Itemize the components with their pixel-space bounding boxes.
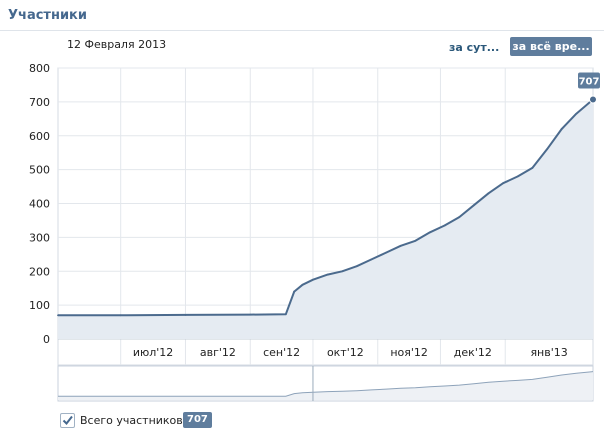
- end-value-text: 707: [579, 77, 600, 88]
- y-tick-label: 300: [29, 231, 50, 244]
- navigator-fill: [58, 371, 593, 400]
- range-all-button[interactable]: за всё вре...: [510, 37, 592, 56]
- series-area: [57, 95, 597, 339]
- data-point: [293, 290, 296, 293]
- data-point: [184, 314, 187, 316]
- data-point: [443, 224, 446, 227]
- data-point: [546, 148, 548, 151]
- legend-series-label: Всего участников: [80, 414, 183, 427]
- series-checkbox[interactable]: [60, 413, 75, 428]
- data-point: [575, 112, 578, 115]
- data-point: [560, 128, 563, 130]
- end-value-badge: [578, 72, 600, 89]
- data-point: [119, 314, 122, 317]
- data-point: [472, 204, 475, 207]
- x-tick-label: дек'12: [454, 346, 492, 359]
- y-tick-label: 800: [29, 62, 50, 75]
- data-point: [341, 270, 344, 273]
- data-point: [458, 216, 461, 218]
- y-axis: 800 700 600 500 400 300 200 100 0: [29, 62, 50, 346]
- checkmark-icon: [62, 415, 73, 426]
- data-point: [57, 314, 59, 317]
- data-point: [312, 278, 314, 281]
- data-point: [355, 265, 358, 268]
- date-label: 12 Февраля 2013: [67, 38, 167, 51]
- end-value-label: 707: [578, 72, 600, 89]
- data-point: [531, 167, 534, 169]
- last-point-marker: [589, 95, 597, 104]
- x-axis: июл'12 авг'12 сен'12 окт'12 ноя'12 дек'12 янв'…: [133, 346, 568, 359]
- header: Участники: [0, 0, 604, 31]
- y-tick-label: 200: [29, 265, 50, 278]
- legend-value-badge: 707: [183, 412, 212, 428]
- data-point: [284, 313, 287, 316]
- data-point: [429, 231, 431, 234]
- range-day-link[interactable]: за сут...: [449, 41, 500, 54]
- y-tick-label: 600: [29, 130, 50, 143]
- data-point: [502, 182, 505, 185]
- x-tick-label: июл'12: [133, 346, 173, 359]
- range-navigator[interactable]: [57, 365, 594, 402]
- y-tick-label: 400: [29, 198, 50, 211]
- data-point: [370, 258, 373, 261]
- data-point: [385, 251, 388, 254]
- y-tick-label: 700: [29, 96, 50, 109]
- data-point: [249, 313, 252, 316]
- series-fill: [58, 99, 593, 339]
- y-tick-label: 100: [29, 299, 50, 312]
- data-point: [414, 239, 417, 242]
- data-point: [516, 175, 519, 178]
- x-tick-label: авг'12: [200, 346, 236, 359]
- x-tick-label: окт'12: [327, 346, 364, 359]
- x-tick-label: сен'12: [263, 346, 300, 359]
- navigator-line: [58, 371, 594, 397]
- data-point: [487, 192, 490, 195]
- y-tick-label: 500: [29, 164, 50, 177]
- x-tick-label: ноя'12: [390, 346, 428, 359]
- y-tick-label: 0: [43, 333, 50, 346]
- x-tick-label: янв'13: [530, 346, 567, 359]
- data-point: [326, 273, 329, 276]
- page-title: Участники: [8, 8, 87, 23]
- data-point: [301, 283, 304, 286]
- data-point: [399, 244, 402, 247]
